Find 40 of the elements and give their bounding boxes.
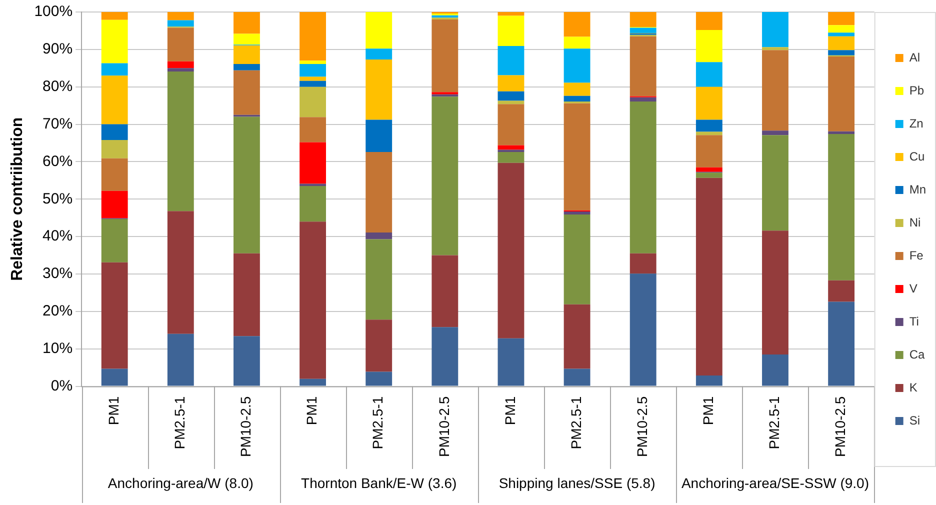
- x-tick-label: PM2.5-1: [766, 396, 782, 450]
- x-tick-label: PM10-2.5: [832, 396, 848, 458]
- y-tick-label: 40%: [42, 228, 73, 245]
- x-tick-label: PM2.5-1: [370, 396, 386, 450]
- x-tick-label: PM10-2.5: [436, 396, 452, 458]
- text: Anchoring-area/SE-SSW (9.0): [681, 474, 869, 491]
- text: Anchoring-area/W (8.0): [108, 474, 254, 491]
- y-tick-label: 60%: [42, 152, 73, 170]
- legend-label: Pb: [909, 83, 924, 98]
- y-tick-label: 100%: [34, 3, 73, 20]
- legend-label: K: [909, 380, 918, 394]
- legend-label: Al: [909, 50, 920, 64]
- legend-label: V: [909, 281, 918, 296]
- legend-label: Ni: [909, 215, 921, 230]
- x-tick-label: PM10-2.5: [238, 396, 254, 458]
- y-tick-label: 10%: [42, 340, 73, 358]
- y-tick-label: 50%: [42, 190, 73, 208]
- x-tick-label: PM1: [700, 396, 716, 426]
- text: Thornton Bank/E-W (3.6): [301, 474, 457, 491]
- y-axis-title: Relative contriibution: [9, 117, 26, 281]
- legend-label: Mn: [909, 182, 926, 196]
- legend-label: Fe: [909, 248, 924, 262]
- y-tick-label: 0%: [50, 377, 73, 394]
- y-tick-label: 30%: [42, 265, 73, 282]
- x-tick-label: PM1: [502, 396, 518, 426]
- x-tick-label: PM1: [105, 396, 122, 426]
- text: Shipping lanes/SSE (5.8): [498, 474, 656, 491]
- legend-label: Ti: [909, 314, 919, 328]
- legend-label: Ca: [909, 347, 925, 362]
- y-tick-label: 20%: [42, 302, 73, 320]
- legend-label: Si: [909, 413, 920, 428]
- y-tick-label: 90%: [42, 40, 73, 58]
- x-tick-label: PM2.5-1: [568, 396, 584, 450]
- x-tick-label: PM1: [304, 396, 320, 426]
- x-tick-label: PM10-2.5: [634, 396, 650, 458]
- y-tick-label: 70%: [42, 115, 73, 132]
- legend-label: Zn: [909, 116, 924, 130]
- x-tick-label: PM2.5-1: [172, 396, 188, 450]
- y-tick-label: 80%: [42, 78, 73, 95]
- legend-label: Cu: [909, 149, 925, 164]
